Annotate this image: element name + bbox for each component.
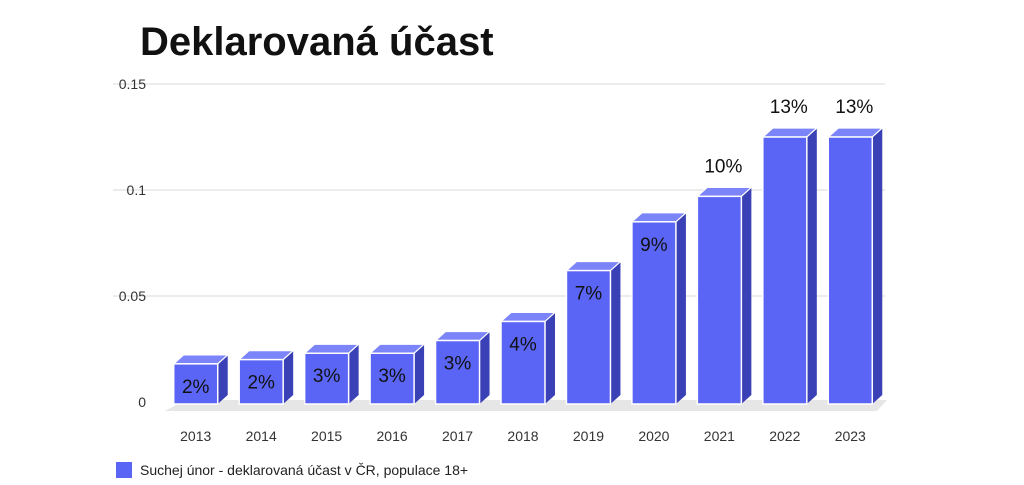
bar-side xyxy=(610,261,621,404)
data-label: 4% xyxy=(509,334,537,355)
bar-front xyxy=(500,320,546,405)
legend-label: Suchej únor - deklarovaná účast v ČR, po… xyxy=(140,462,469,478)
y-tick-label: 0.1 xyxy=(127,182,147,198)
bar-2017: 3% xyxy=(433,330,492,405)
bar-front xyxy=(565,269,612,405)
chart-title: Deklarovaná účast xyxy=(140,20,494,64)
bars: 2% 2% 3% 3% 3% 4% 7% 9% 10% 13% 13% xyxy=(172,97,884,405)
bar-front xyxy=(762,136,808,405)
x-tick-label: 2017 xyxy=(442,428,473,444)
y-tick-label: 0.15 xyxy=(119,76,146,92)
bar-side xyxy=(675,212,686,404)
data-label: 7% xyxy=(575,284,603,305)
x-tick-label: 2020 xyxy=(638,428,669,444)
x-tick-label: 2019 xyxy=(573,428,604,444)
bar-side xyxy=(872,128,883,404)
grid-lines xyxy=(113,83,885,297)
bar-top xyxy=(368,343,426,354)
bar-front xyxy=(172,363,219,405)
y-tick-label: 0 xyxy=(138,394,146,410)
data-label: 2% xyxy=(247,373,275,394)
x-tick-label: 2016 xyxy=(377,428,408,444)
y-axis: 0 0.05 0.1 0.15 xyxy=(119,76,146,410)
bar-top xyxy=(499,311,557,323)
bar-2014: 2% xyxy=(237,350,295,405)
bar-top xyxy=(761,127,819,138)
legend-swatch xyxy=(116,462,132,478)
bar-front xyxy=(631,221,677,405)
bar-2022: 13% xyxy=(761,97,819,405)
bar-2018: 4% xyxy=(499,311,557,405)
bar-top xyxy=(695,186,753,197)
bar-2013: 2% xyxy=(172,354,230,405)
bar-2015: 3% xyxy=(303,343,361,405)
x-axis: 2013 2014 2015 2016 2017 2018 2019 2020 2021 2022… xyxy=(180,428,866,444)
data-label: 10% xyxy=(704,156,742,177)
x-tick-label: 2015 xyxy=(311,428,342,444)
bar-front xyxy=(434,339,481,405)
data-label: 13% xyxy=(770,97,808,118)
bar-top xyxy=(303,343,361,354)
bar-side xyxy=(348,344,359,404)
x-tick-label: 2023 xyxy=(835,428,866,444)
legend: Suchej únor - deklarovaná účast v ČR, po… xyxy=(116,462,468,478)
bar-top xyxy=(630,212,688,223)
bar-side xyxy=(414,344,425,404)
data-label: 13% xyxy=(835,97,873,118)
data-label: 2% xyxy=(182,377,210,398)
bar-2020: 9% xyxy=(630,212,688,405)
bar-top xyxy=(826,127,884,138)
data-label: 9% xyxy=(640,235,668,256)
bar-front xyxy=(827,136,874,405)
bar-2021: 10% xyxy=(695,156,753,405)
bar-side xyxy=(545,312,555,404)
x-tick-label: 2014 xyxy=(246,428,277,444)
bar-front xyxy=(696,195,743,405)
bar-2023: 13% xyxy=(826,97,884,405)
bar-front xyxy=(238,358,284,405)
bar-2016: 3% xyxy=(368,343,426,405)
bar-top xyxy=(564,260,623,272)
x-tick-label: 2022 xyxy=(769,428,800,444)
bar-top xyxy=(433,330,492,342)
bar-top xyxy=(237,350,295,361)
data-label: 3% xyxy=(444,354,472,375)
bar-side xyxy=(217,354,228,404)
x-tick-label: 2018 xyxy=(507,428,538,444)
y-tick-label: 0.05 xyxy=(119,288,146,304)
bar-front xyxy=(369,352,415,405)
bar-side xyxy=(283,350,294,404)
x-tick-label: 2013 xyxy=(180,428,211,444)
data-label: 3% xyxy=(378,366,406,387)
x-tick-label: 2021 xyxy=(704,428,735,444)
data-label: 3% xyxy=(313,366,341,387)
bar-side xyxy=(479,331,490,404)
bar-2019: 7% xyxy=(564,260,623,405)
bar-side xyxy=(741,187,752,404)
bar-side xyxy=(806,128,817,404)
bar-front xyxy=(303,352,350,405)
bar-top xyxy=(172,354,230,365)
